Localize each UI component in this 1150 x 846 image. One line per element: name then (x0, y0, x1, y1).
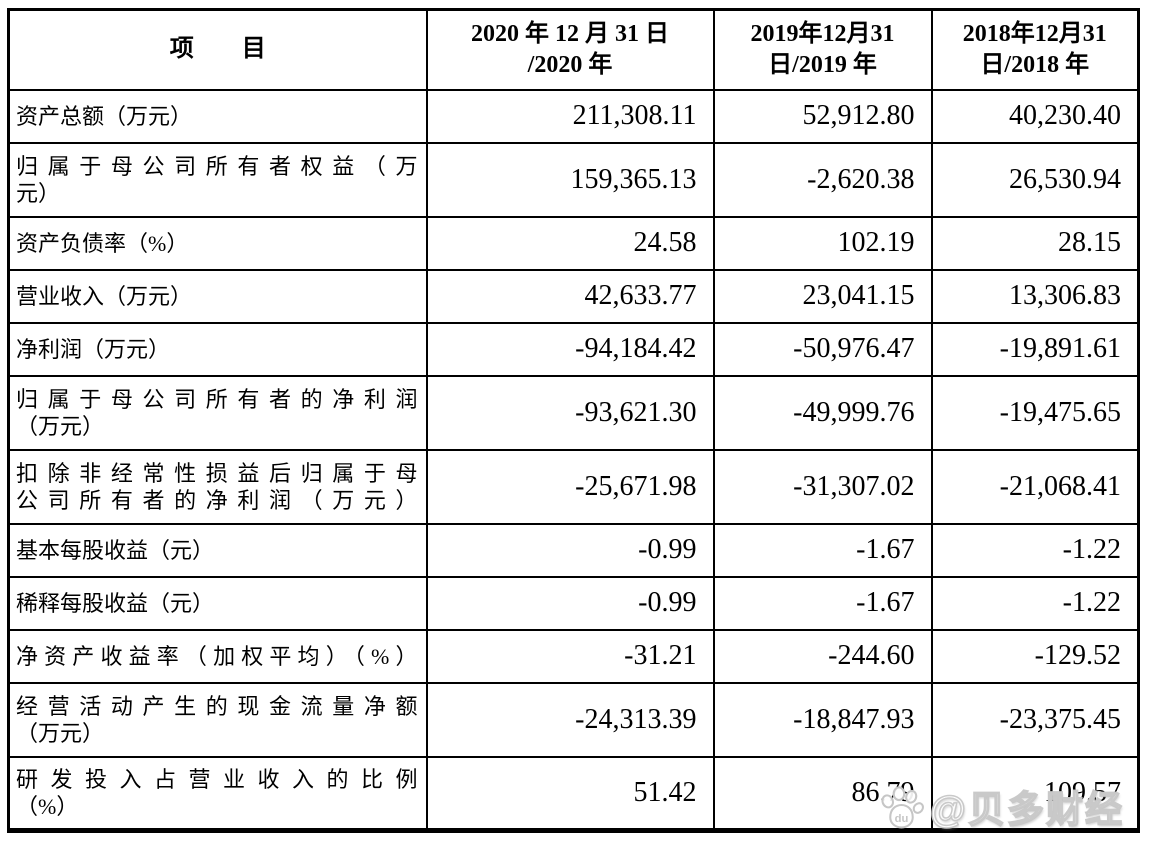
table-row: 归属于母公司所有者权益（万 元） 159,365.13 -2,620.38 26,530… (7, 141, 1140, 218)
row-label-line: （%） (16, 793, 79, 819)
row-label-line: 研发投入占营业收入的比例 (16, 766, 418, 792)
row-label-line: 净利润（万元） (16, 336, 171, 362)
header-line: 日/2018 年 (980, 51, 1090, 78)
table-row: 归属于母公司所有者的净利润 （万元） -93,621.30 -49,999.76 -19… (7, 374, 1140, 451)
value-cell: -94,184.42 (425, 321, 715, 377)
row-label-line: 基本每股收益（元） (16, 537, 215, 563)
row-label: 扣除非经常性损益后归属于母 公司所有者的净利润（万元） (7, 448, 428, 525)
header-cell-item: 项 目 (7, 8, 428, 91)
row-label-line: 营业收入（万元） (16, 283, 193, 309)
value-cell: -0.99 (425, 522, 715, 578)
value-cell: -1.22 (930, 575, 1140, 631)
row-label-line: 资产总额（万元） (16, 103, 193, 129)
row-label-line: 归属于母公司所有者权益（万 (16, 153, 418, 179)
value-cell: 102.19 (712, 215, 933, 271)
row-label-line: 净资产收益率（加权平均）（%） (16, 643, 418, 669)
value-cell: -129.52 (930, 628, 1140, 684)
value-cell: 159,365.13 (425, 141, 715, 218)
value-cell: -1.22 (930, 522, 1140, 578)
row-label: 研发投入占营业收入的比例 （%） (7, 755, 428, 832)
value-cell: 211,308.11 (425, 88, 715, 144)
table-row: 扣除非经常性损益后归属于母 公司所有者的净利润（万元） -25,671.98 -31,… (7, 448, 1140, 525)
table-row: 营业收入（万元） 42,633.77 23,041.15 13,306.83 (7, 268, 1140, 324)
value-cell: 24.58 (425, 215, 715, 271)
row-label-line: 元） (16, 180, 61, 206)
row-label-line: 归属于母公司所有者的净利润 (16, 386, 418, 412)
table-row: 净利润（万元） -94,184.42 -50,976.47 -19,891.61 (7, 321, 1140, 377)
value-cell: 13,306.83 (930, 268, 1140, 324)
value-cell: -50,976.47 (712, 321, 933, 377)
row-label: 稀释每股收益（元） (7, 575, 428, 631)
row-label-line: 稀释每股收益（元） (16, 590, 215, 616)
value-cell: -19,891.61 (930, 321, 1140, 377)
value-cell: -2,620.38 (712, 141, 933, 218)
header-row: 项 目 2020 年 12 月 31 日 /2020 年 2019年12月31 … (7, 8, 1140, 91)
value-cell: -0.99 (425, 575, 715, 631)
row-label-line: 扣除非经常性损益后归属于母 (16, 460, 418, 486)
table-row: 资产总额（万元） 211,308.11 52,912.80 40,230.40 (7, 88, 1140, 144)
table-row: 资产负债率（%） 24.58 102.19 28.15 (7, 215, 1140, 271)
value-cell: 42,633.77 (425, 268, 715, 324)
value-cell: 52,912.80 (712, 88, 933, 144)
row-label: 归属于母公司所有者权益（万 元） (7, 141, 428, 218)
table-row: 基本每股收益（元） -0.99 -1.67 -1.22 (7, 522, 1140, 578)
value-cell: -25,671.98 (425, 448, 715, 525)
value-cell: 86.79 (712, 755, 933, 832)
table-row: 稀释每股收益（元） -0.99 -1.67 -1.22 (7, 575, 1140, 631)
value-cell: 23,041.15 (712, 268, 933, 324)
row-label-line: 资产负债率（%） (16, 230, 189, 256)
value-cell: -19,475.65 (930, 374, 1140, 451)
value-cell: -49,999.76 (712, 374, 933, 451)
value-cell: 26,530.94 (930, 141, 1140, 218)
value-cell: -31,307.02 (712, 448, 933, 525)
header-cell-2019: 2019年12月31 日/2019 年 (712, 8, 933, 91)
value-cell: -31.21 (425, 628, 715, 684)
value-cell: -24,313.39 (425, 681, 715, 758)
value-cell: -93,621.30 (425, 374, 715, 451)
value-cell: -1.67 (712, 522, 933, 578)
value-cell: -21,068.41 (930, 448, 1140, 525)
row-label: 营业收入（万元） (7, 268, 428, 324)
row-label-line: 公司所有者的净利润（万元） (16, 487, 418, 513)
value-cell: -23,375.45 (930, 681, 1140, 758)
value-cell: 51.42 (425, 755, 715, 832)
value-cell: 40,230.40 (930, 88, 1140, 144)
header-line: 2018年12月31 (962, 20, 1107, 47)
row-label: 归属于母公司所有者的净利润 （万元） (7, 374, 428, 451)
table-row: 研发投入占营业收入的比例 （%） 51.42 86.79 109.57 (7, 755, 1140, 832)
table-row: 经营活动产生的现金流量净额 （万元） -24,313.39 -18,847.93 -23… (7, 681, 1140, 758)
table-row: 净资产收益率（加权平均）（%） -31.21 -244.60 -129.52 (7, 628, 1140, 684)
value-cell: -1.67 (712, 575, 933, 631)
value-cell: -244.60 (712, 628, 933, 684)
header-line: /2020 年 (527, 51, 613, 78)
row-label: 资产负债率（%） (7, 215, 428, 271)
row-label: 资产总额（万元） (7, 88, 428, 144)
row-label: 净利润（万元） (7, 321, 428, 377)
header-cell-2020: 2020 年 12 月 31 日 /2020 年 (425, 8, 715, 91)
row-label: 经营活动产生的现金流量净额 （万元） (7, 681, 428, 758)
row-label-line: （万元） (16, 720, 105, 746)
financial-summary-table: 项 目 2020 年 12 月 31 日 /2020 年 2019年12月31 … (7, 8, 1140, 833)
header-line: 2020 年 12 月 31 日 (471, 20, 669, 47)
header-cell-2018: 2018年12月31 日/2018 年 (930, 8, 1140, 91)
row-label: 基本每股收益（元） (7, 522, 428, 578)
header-line: 2019年12月31 (750, 20, 895, 47)
header-item-label: 项 目 (169, 36, 266, 63)
value-cell: 28.15 (930, 215, 1140, 271)
value-cell: -18,847.93 (712, 681, 933, 758)
row-label: 净资产收益率（加权平均）（%） (7, 628, 428, 684)
value-cell: 109.57 (930, 755, 1140, 832)
row-label-line: 经营活动产生的现金流量净额 (16, 693, 418, 719)
header-line: 日/2019 年 (768, 51, 877, 78)
row-label-line: （万元） (16, 413, 105, 439)
